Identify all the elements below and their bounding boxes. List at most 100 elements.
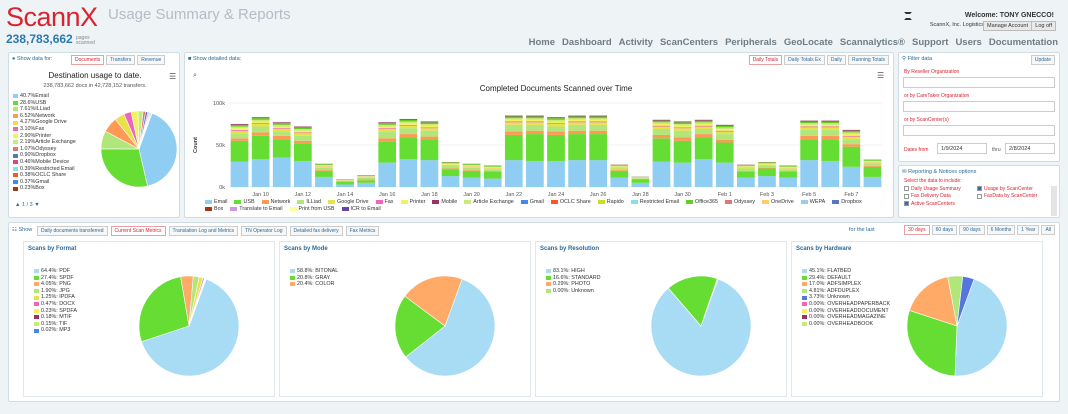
range-90-days[interactable]: 90 days xyxy=(959,225,985,235)
bar-segment[interactable] xyxy=(420,130,439,137)
bar-segment[interactable] xyxy=(293,130,312,133)
bar-segment[interactable] xyxy=(504,122,523,125)
pie-slice[interactable] xyxy=(141,278,240,377)
tab-running-totals[interactable]: Running Totals xyxy=(848,55,889,65)
bar-segment[interactable] xyxy=(399,118,418,120)
bar-segment[interactable] xyxy=(673,130,692,138)
bar-segment[interactable] xyxy=(694,134,713,138)
destination-legend-item[interactable]: 28.6% USB xyxy=(13,100,76,107)
pie-legend-item[interactable]: 45.1%: FLATBED xyxy=(802,268,890,275)
nav-activity[interactable]: Activity xyxy=(618,37,653,48)
pie-slice[interactable] xyxy=(906,310,958,377)
pie-legend-item[interactable]: 0.00%: OVERHEADMAGAZINE xyxy=(802,314,890,321)
bar-segment[interactable] xyxy=(863,176,882,187)
bar-segment[interactable] xyxy=(758,167,776,169)
bar-segment[interactable] xyxy=(673,162,692,187)
range-60-days[interactable]: 60 days xyxy=(931,225,958,235)
bar-segment[interactable] xyxy=(652,122,671,124)
destination-legend-item[interactable]: 2.90% Printer xyxy=(13,133,76,140)
bar-segment[interactable] xyxy=(504,134,523,161)
bar-segment[interactable] xyxy=(399,124,418,126)
bar-legend-item[interactable]: OCLC Share xyxy=(550,199,591,206)
bar-segment[interactable] xyxy=(842,135,861,137)
bar-legend-item[interactable]: Translate to Email xyxy=(230,206,283,213)
pie-legend-item[interactable]: 1.25%: IPDFA xyxy=(34,294,77,301)
bar-segment[interactable] xyxy=(547,160,565,187)
destination-legend-item[interactable]: 0.38% OCLC Share xyxy=(13,172,76,179)
bar-segment[interactable] xyxy=(779,177,797,187)
bar-legend-item[interactable]: Google Drive xyxy=(328,199,369,206)
bar-segment[interactable] xyxy=(315,176,333,187)
destination-legend-item[interactable]: 4.27% Google Drive xyxy=(13,119,76,126)
bar-segment[interactable] xyxy=(230,161,249,187)
pie-legend-item[interactable]: 0.00%: OVERHEADDOCUMENT xyxy=(802,308,890,315)
bar-segment[interactable] xyxy=(315,170,333,172)
bar-segment[interactable] xyxy=(694,129,713,135)
destination-legend-item[interactable]: 0.39% Restricted Email xyxy=(13,166,76,173)
destination-slice[interactable] xyxy=(138,112,178,187)
bar-segment[interactable] xyxy=(293,135,312,141)
bar-segment[interactable] xyxy=(293,133,312,136)
bar-segment[interactable] xyxy=(589,122,608,125)
bar-segment[interactable] xyxy=(652,161,671,187)
bar-segment[interactable] xyxy=(293,160,312,187)
bar-segment[interactable] xyxy=(758,162,776,164)
bar-segment[interactable] xyxy=(652,120,671,123)
bar-segment[interactable] xyxy=(779,171,797,172)
reporting-scrollbar[interactable] xyxy=(1051,186,1057,216)
bar-segment[interactable] xyxy=(715,124,734,126)
bar-segment[interactable] xyxy=(251,123,270,124)
bar-segment[interactable] xyxy=(483,171,502,179)
bar-segment[interactable] xyxy=(315,166,333,168)
bar-segment[interactable] xyxy=(568,122,586,125)
tab-daily-documents-transferred[interactable]: Daily documents transferred xyxy=(37,226,108,236)
bar-segment[interactable] xyxy=(441,165,460,166)
bar-segment[interactable] xyxy=(589,134,608,161)
bar-segment[interactable] xyxy=(526,160,544,187)
bar-segment[interactable] xyxy=(462,171,481,178)
bar-segment[interactable] xyxy=(821,135,840,140)
bar-segment[interactable] xyxy=(737,167,755,169)
bar-segment[interactable] xyxy=(547,124,565,127)
bar-segment[interactable] xyxy=(504,131,523,135)
zoom-icon[interactable]: ⌕ xyxy=(193,72,197,79)
bar-segment[interactable] xyxy=(462,165,481,167)
bar-segment[interactable] xyxy=(715,139,734,143)
bar-segment[interactable] xyxy=(758,164,776,165)
bar-segment[interactable] xyxy=(272,157,291,187)
tab-translation-log-and-metrics[interactable]: Translation Log and Metrics xyxy=(168,226,239,236)
bar-segment[interactable] xyxy=(251,121,270,124)
bar-segment[interactable] xyxy=(863,166,882,167)
bar-segment[interactable] xyxy=(694,125,713,127)
bar-segment[interactable] xyxy=(842,129,861,131)
bar-segment[interactable] xyxy=(547,117,565,119)
bar-segment[interactable] xyxy=(610,170,629,172)
bar-segment[interactable] xyxy=(462,166,481,168)
bar-segment[interactable] xyxy=(399,159,418,187)
destination-legend-item[interactable]: 3.10% Fax xyxy=(13,126,76,133)
pie-legend-item[interactable]: 1.90%: JPG xyxy=(34,288,77,295)
bar-segment[interactable] xyxy=(863,166,882,177)
bar-segment[interactable] xyxy=(462,170,481,172)
bar-segment[interactable] xyxy=(842,146,861,167)
bar-segment[interactable] xyxy=(842,134,861,136)
bar-segment[interactable] xyxy=(483,171,502,172)
pie-slice[interactable] xyxy=(404,275,463,327)
bar-segment[interactable] xyxy=(504,124,523,132)
bar-segment[interactable] xyxy=(673,125,692,128)
pie-legend-item[interactable]: 29.4%: DEFAULT xyxy=(802,275,890,282)
bar-legend-item[interactable]: Box xyxy=(205,206,223,213)
bar-segment[interactable] xyxy=(378,122,397,124)
bar-segment[interactable] xyxy=(230,124,249,127)
bar-segment[interactable] xyxy=(779,169,797,172)
bar-segment[interactable] xyxy=(547,131,565,135)
bar-segment[interactable] xyxy=(652,124,671,126)
bar-segment[interactable] xyxy=(315,164,333,165)
bar-segment[interactable] xyxy=(737,177,755,187)
bar-segment[interactable] xyxy=(652,138,671,162)
bar-segment[interactable] xyxy=(483,168,502,170)
bar-segment[interactable] xyxy=(842,132,861,135)
bar-segment[interactable] xyxy=(504,160,523,187)
bar-segment[interactable] xyxy=(378,128,397,130)
bar-segment[interactable] xyxy=(293,126,312,128)
